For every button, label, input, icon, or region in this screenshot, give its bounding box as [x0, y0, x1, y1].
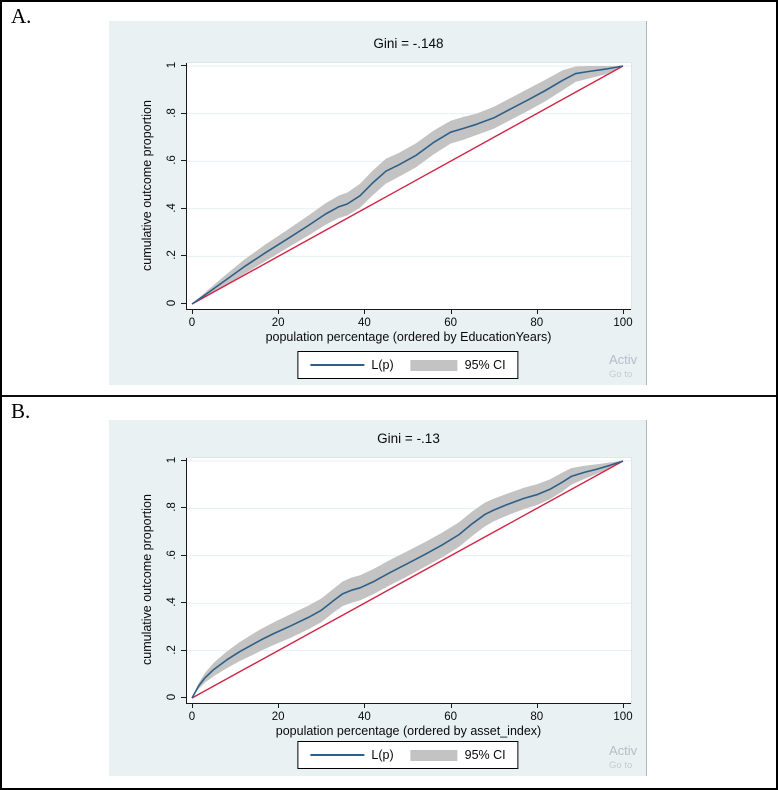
x-tick-mark: [536, 703, 538, 708]
graph-a: Gini = -.148 cumulative outcome proporti…: [109, 21, 647, 385]
watermark-line1: Activ: [609, 743, 638, 758]
x-tick-mark: [278, 309, 280, 314]
x-tick-label: 40: [357, 317, 371, 329]
x-axis-label: population percentage (ordered by Educat…: [265, 330, 552, 344]
y-tick-label: .8: [166, 502, 178, 513]
y-tick-mark: [181, 207, 186, 209]
x-tick-mark: [364, 703, 366, 708]
x-tick-mark: [192, 703, 193, 708]
legend-line-label: L(p): [371, 358, 394, 372]
x-tick-mark: [364, 309, 366, 314]
x-tick-mark: [623, 309, 624, 314]
y-tick-mark: [181, 303, 186, 304]
x-tick-label: 100: [613, 711, 633, 723]
chart-title: Gini = -.13: [377, 431, 440, 446]
y-tick-mark: [181, 507, 186, 509]
y-tick-mark: [181, 460, 186, 461]
legend: L(p) 95% CI: [297, 351, 519, 379]
activation-watermark: Activ Go to: [609, 352, 637, 380]
panel-b-label: B.: [11, 399, 31, 423]
x-axis-label: population percentage (ordered by asset_…: [275, 724, 542, 738]
watermark-line1: Activ: [609, 352, 638, 367]
y-tick-mark: [181, 112, 186, 114]
watermark-line2: Go to: [609, 369, 633, 380]
legend: L(p) 95% CI: [297, 741, 519, 769]
y-tick-mark: [181, 697, 186, 698]
lorenz-chart: [186, 63, 631, 310]
panel-b: B. Gini = -.13 cumulative outcome propor…: [2, 397, 776, 788]
x-tick-label: 60: [444, 711, 457, 723]
y-tick-label: .2: [166, 250, 178, 261]
watermark-line2: Go to: [609, 760, 633, 771]
y-tick-label: .4: [166, 597, 178, 607]
x-tick-mark: [450, 309, 452, 314]
legend-line-swatch: [310, 364, 365, 366]
legend-band-swatch: [410, 749, 458, 761]
y-tick-mark: [181, 65, 186, 66]
y-tick-label: .8: [166, 107, 178, 118]
panel-a: A. Gini = -.148 cumulative outcome propo…: [2, 2, 776, 397]
plot-area: [186, 457, 632, 704]
y-tick-label: .6: [166, 550, 178, 560]
y-tick-label: .4: [166, 203, 178, 213]
y-tick-label: 1: [166, 61, 178, 69]
y-tick-label: 0: [166, 693, 178, 701]
x-tick-label: 20: [271, 317, 285, 329]
x-tick-label: 0: [188, 711, 196, 723]
legend-band-swatch: [410, 359, 458, 371]
chart-title: Gini = -.148: [373, 36, 444, 51]
legend-band-label: 95% CI: [464, 748, 506, 762]
activation-watermark: Activ Go to: [609, 743, 637, 771]
x-tick-label: 80: [530, 711, 544, 723]
y-tick-label: .6: [166, 155, 178, 165]
y-tick-mark: [181, 554, 186, 556]
x-tick-label: 100: [613, 317, 633, 329]
x-tick-label: 80: [530, 317, 544, 329]
x-tick-mark: [623, 703, 624, 708]
y-axis-label: cumulative outcome proportion: [140, 100, 154, 271]
plot-area: [186, 62, 632, 310]
legend-line-label: L(p): [371, 748, 394, 762]
y-tick-mark: [181, 602, 186, 604]
x-tick-label: 20: [271, 711, 285, 723]
y-tick-label: .2: [166, 644, 178, 655]
y-tick-mark: [181, 160, 186, 162]
x-tick-mark: [278, 703, 280, 708]
legend-band-label: 95% CI: [464, 358, 506, 372]
lorenz-chart: [186, 458, 631, 704]
x-tick-mark: [536, 309, 538, 314]
graph-b: Gini = -.13 cumulative outcome proportio…: [109, 420, 647, 776]
y-tick-label: 1: [166, 456, 178, 464]
legend-line-swatch: [310, 754, 365, 756]
x-tick-mark: [192, 309, 193, 314]
y-axis-label: cumulative outcome proportion: [140, 494, 154, 666]
x-tick-label: 60: [444, 317, 457, 329]
x-tick-mark: [450, 703, 452, 708]
y-tick-mark: [181, 255, 186, 257]
panel-a-label: A.: [11, 4, 32, 28]
y-tick-mark: [181, 649, 186, 651]
x-tick-label: 0: [188, 317, 196, 329]
x-tick-label: 40: [357, 711, 371, 723]
y-tick-label: 0: [166, 299, 178, 307]
